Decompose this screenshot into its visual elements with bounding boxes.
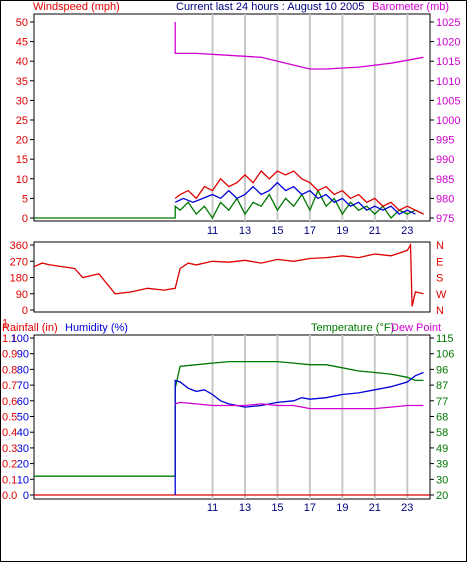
- temperature-tick-label: 87: [436, 380, 448, 392]
- direction-degree-label: 270: [10, 256, 28, 268]
- temperature-tick-label: 106: [436, 349, 454, 361]
- direction-line: [33, 242, 424, 307]
- temperature-tick-label: 49: [436, 443, 448, 455]
- rainfall-tick-label: 1: [2, 317, 8, 329]
- time-tick-label: 23: [401, 502, 413, 514]
- temperature-tick-label: 39: [436, 459, 448, 471]
- windspeed-tick-label: 0: [22, 213, 28, 225]
- windspeed-tick-label: 5: [22, 193, 28, 205]
- rainfall-tick-label: 0.1: [2, 474, 17, 486]
- humidity-tick-label: 90: [17, 349, 29, 361]
- rainfall-tick-label: 0.0: [2, 490, 17, 502]
- windspeed-tick-label: 40: [16, 56, 28, 68]
- barometer-tick-label: 1005: [436, 95, 460, 107]
- barometer-tick-label: 1015: [436, 56, 460, 68]
- humidity-tick-label: 100: [11, 333, 29, 345]
- time-tick-label: 21: [369, 225, 381, 237]
- time-tick-label: 19: [336, 502, 348, 514]
- series-line-green: [34, 360, 424, 477]
- rainfall-tick-label: 0.8: [2, 364, 17, 376]
- compass-label: N: [436, 305, 444, 317]
- windspeed-tick-label: 15: [16, 154, 28, 166]
- time-tick-label: 11: [207, 225, 218, 237]
- series-line-magenta: [174, 22, 424, 70]
- barometer-tick-label: 980: [436, 193, 454, 205]
- barometer-tick-label: 990: [436, 154, 454, 166]
- windspeed-tick-label: 35: [16, 76, 28, 88]
- rainfall-tick-label: 0.6: [2, 396, 17, 408]
- time-tick-label: 11: [207, 502, 218, 514]
- windspeed-tick-label: 45: [16, 37, 28, 49]
- barometer-tick-label: 1025: [436, 17, 460, 29]
- windspeed-tick-label: 30: [16, 95, 28, 107]
- rainfall-tick-label: 0.5: [2, 412, 17, 424]
- humidity-tick-label: 80: [17, 364, 29, 376]
- series-line-blue: [174, 181, 416, 215]
- series-line-magenta: [175, 401, 424, 410]
- rainfall-tick-label: 0.9: [2, 349, 17, 361]
- barometer-tick-label: 1010: [436, 76, 460, 88]
- time-tick-label: 23: [401, 225, 413, 237]
- compass-label: E: [436, 256, 443, 268]
- temperature-tick-label: 77: [436, 396, 448, 408]
- time-tick-label: 15: [271, 502, 283, 514]
- windspeed-tick-label: 20: [16, 135, 28, 147]
- series-line-green: [34, 189, 424, 220]
- barometer-axis-title: Barometer (mb): [372, 1, 449, 13]
- series-line-blue: [174, 371, 424, 495]
- compass-label: S: [436, 273, 443, 285]
- humidity-tick-label: 20: [17, 459, 29, 471]
- time-tick-label: 13: [239, 502, 251, 514]
- windspeed-tick-label: 25: [16, 115, 28, 127]
- time-tick-label: 21: [369, 502, 381, 514]
- time-tick-label: 17: [304, 502, 316, 514]
- rainfall-tick-label: 0.2: [2, 459, 17, 471]
- direction-degree-label: 180: [10, 273, 28, 285]
- humidity-tick-label: 70: [17, 380, 29, 392]
- windspeed-tick-label: 50: [16, 17, 28, 29]
- time-tick-label: 13: [239, 225, 251, 237]
- humidity-tick-label: 30: [17, 443, 29, 455]
- temperature-axis-title: Temperature (°F): [311, 322, 394, 334]
- temperature-tick-label: 30: [436, 474, 448, 486]
- humidity-tick-label: 10: [17, 474, 29, 486]
- windspeed-axis-title: Windspeed (mph): [33, 1, 120, 13]
- humidity-tick-label: 50: [17, 412, 29, 424]
- barometer-tick-label: 995: [436, 135, 454, 147]
- chart-marks: 0510152025303540455097598098599099510001…: [2, 14, 460, 514]
- barometer-tick-label: 1000: [436, 115, 460, 127]
- temperature-tick-label: 58: [436, 427, 448, 439]
- temperature-tick-label: 115: [436, 333, 454, 345]
- rainfall-tick-label: 1.1: [2, 333, 17, 345]
- chart-title: Current last 24 hours : August 10 2005: [176, 1, 364, 13]
- rainfall-tick-label: 0.7: [2, 380, 17, 392]
- rainfall-axis-title: Rainfall (in): [2, 322, 58, 334]
- temperature-tick-label: 20: [436, 490, 448, 502]
- time-tick-label: 15: [271, 225, 283, 237]
- direction-degree-label: 360: [10, 240, 28, 252]
- direction-degree-label: 0: [22, 305, 28, 317]
- dewpoint-axis-title: Dew Point: [391, 322, 441, 334]
- humidity-axis-title: Humidity (%): [65, 322, 128, 334]
- compass-label: W: [436, 289, 447, 301]
- direction-degree-label: 90: [16, 289, 28, 301]
- rainfall-tick-label: 0.4: [2, 427, 17, 439]
- humidity-tick-label: 60: [17, 396, 29, 408]
- panel-wind-frame: [33, 13, 431, 222]
- temperature-tick-label: 96: [436, 364, 448, 376]
- barometer-tick-label: 975: [436, 213, 454, 225]
- time-tick-label: 19: [336, 225, 348, 237]
- time-tick-label: 17: [304, 225, 316, 237]
- series-line-red: [174, 170, 424, 215]
- rainfall-tick-label: 0.3: [2, 443, 17, 455]
- barometer-tick-label: 985: [436, 174, 454, 186]
- compass-label: N: [436, 240, 444, 252]
- humidity-tick-label: 40: [17, 427, 29, 439]
- humidity-tick-label: 0: [23, 490, 29, 502]
- barometer-tick-label: 1020: [436, 37, 460, 49]
- windspeed-tick-label: 10: [16, 174, 28, 186]
- temperature-tick-label: 68: [436, 412, 448, 424]
